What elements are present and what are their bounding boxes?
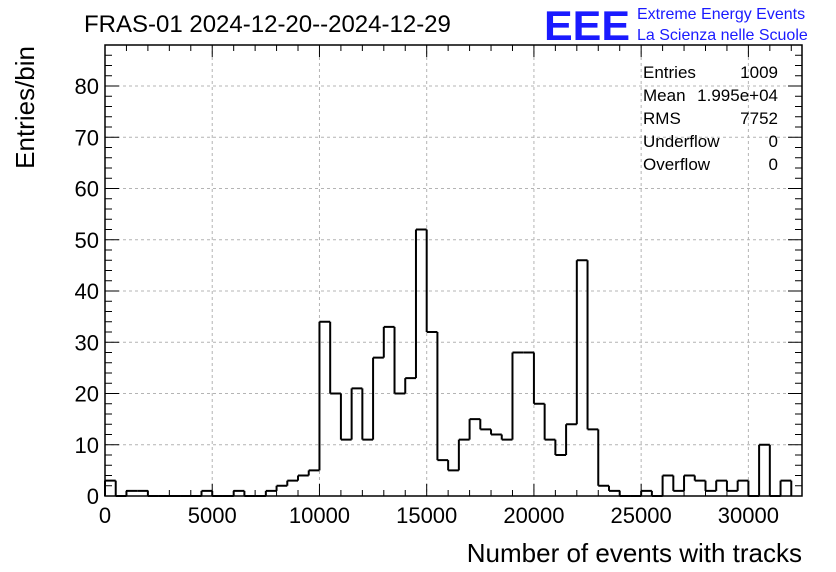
- grid-layer: [105, 45, 802, 496]
- y-tick-label: 20: [75, 382, 99, 407]
- stats-value: 1.995e+04: [697, 86, 778, 105]
- logo-mark: EEE: [544, 2, 630, 49]
- y-tick-label: 60: [75, 177, 99, 202]
- x-tick-label: 0: [99, 503, 111, 528]
- plot-frame: [104, 44, 803, 497]
- stats-value: 0: [769, 155, 778, 174]
- logo-line-1: Extreme Energy Events: [637, 6, 805, 23]
- stats-value: 7752: [740, 109, 778, 128]
- x-tick-label: 10000: [289, 503, 350, 528]
- stats-value: 1009: [740, 63, 778, 82]
- eee-logo: EEE Extreme Energy Events La Scienza nel…: [544, 2, 808, 49]
- x-tick-label: 25000: [611, 503, 672, 528]
- y-tick-label: 30: [75, 330, 99, 355]
- y-tick-label: 40: [75, 279, 99, 304]
- stats-value: 0: [769, 132, 778, 151]
- stats-label: Underflow: [643, 132, 720, 151]
- tick-layer: [104, 44, 802, 497]
- y-tick-label: 50: [75, 228, 99, 253]
- tick-label-layer: 0 5000 10000 15000 20000 25000 300000102030405…: [75, 74, 779, 528]
- stats-label: RMS: [643, 109, 681, 128]
- y-tick-label: 0: [87, 484, 99, 509]
- x-tick-label: 30000: [718, 503, 779, 528]
- y-tick-label: 70: [75, 125, 99, 150]
- chart-title: FRAS-01 2024-12-20--2024-12-29: [84, 11, 451, 38]
- y-tick-label: 80: [75, 74, 99, 99]
- stats-label: Mean: [643, 86, 686, 105]
- x-tick-label: 15000: [396, 503, 457, 528]
- y-tick-label: 10: [75, 433, 99, 458]
- x-axis-label: Number of events with tracks: [467, 538, 802, 568]
- histogram-layer: [104, 228, 793, 497]
- x-tick-label: 20000: [503, 503, 564, 528]
- y-axis-label: Entries/bin: [10, 46, 40, 169]
- logo-line-2: La Scienza nelle Scuole: [637, 27, 808, 44]
- stats-box: Entries 1009 Mean 1.995e+04 RMS 7752 Underflow…: [643, 63, 778, 174]
- stats-label: Overflow: [643, 155, 711, 174]
- x-tick-label: 5000: [188, 503, 237, 528]
- stats-label: Entries: [643, 63, 696, 82]
